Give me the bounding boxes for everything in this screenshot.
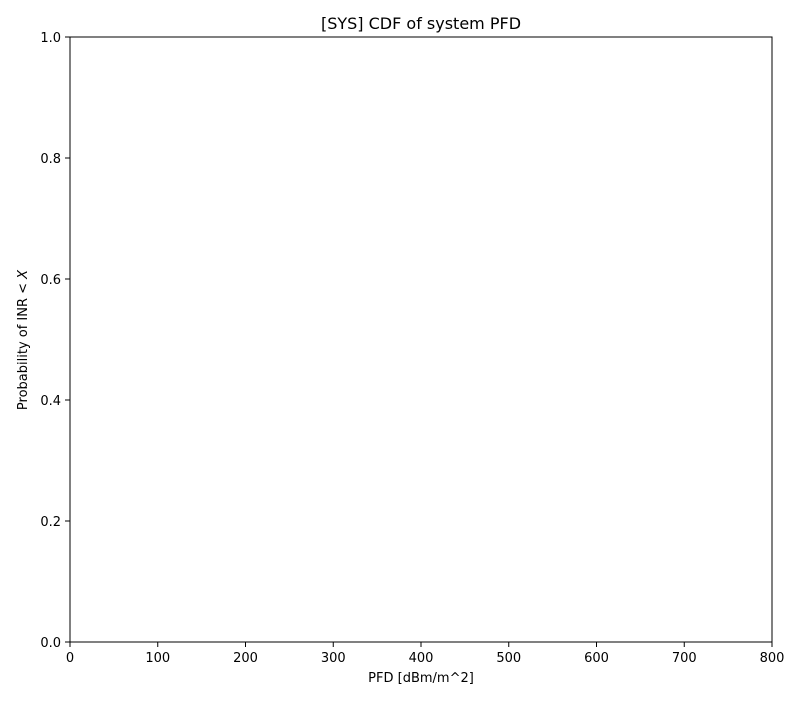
- y-axis-label-prefix: Probability of INR <: [16, 279, 31, 410]
- chart-title: [SYS] CDF of system PFD: [321, 14, 521, 33]
- x-tick-label: 200: [233, 651, 258, 666]
- x-tick-label: 800: [760, 651, 785, 666]
- x-tick-label: 700: [672, 651, 697, 666]
- y-tick-label: 0.8: [40, 152, 61, 167]
- y-tick-label: 0.2: [40, 515, 61, 530]
- y-axis-ticks: 0.0 0.2 0.4 0.6 0.8 1.0: [40, 31, 70, 651]
- x-tick-label: 400: [409, 651, 434, 666]
- y-tick-label: 0.4: [40, 394, 61, 409]
- y-tick-label: 0.6: [40, 273, 61, 288]
- x-tick-label: 100: [145, 651, 170, 666]
- x-tick-label: 0: [66, 651, 74, 666]
- x-tick-label: 300: [321, 651, 346, 666]
- x-axis-label: PFD [dBm/m^2]: [368, 671, 474, 686]
- plot-area-frame: [69, 36, 773, 643]
- y-tick-label: 0.0: [40, 636, 61, 651]
- y-axis-label-variable: X: [16, 269, 31, 280]
- x-axis-ticks: 0 100 200 300 400 500 600 700 800: [66, 642, 785, 666]
- y-tick-label: 1.0: [40, 31, 61, 46]
- x-tick-label: 500: [496, 651, 521, 666]
- x-tick-label: 600: [584, 651, 609, 666]
- y-axis-label: Probability of INR < X: [16, 269, 31, 410]
